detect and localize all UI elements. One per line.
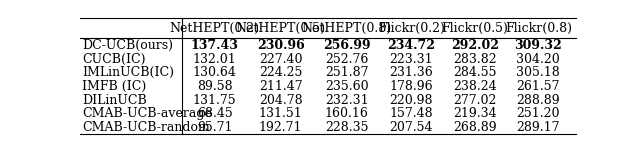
Text: 223.31: 223.31	[390, 53, 433, 66]
Text: 232.31: 232.31	[324, 94, 369, 107]
Text: Flickr(0.2): Flickr(0.2)	[378, 22, 445, 35]
Text: 132.01: 132.01	[193, 53, 237, 66]
Text: 283.82: 283.82	[453, 53, 497, 66]
Text: 292.02: 292.02	[451, 39, 499, 52]
Text: NetHEPT(0.5): NetHEPT(0.5)	[236, 22, 326, 35]
Text: 130.64: 130.64	[193, 66, 237, 79]
Text: 304.20: 304.20	[516, 53, 560, 66]
Text: 207.54: 207.54	[390, 121, 433, 134]
Text: 234.72: 234.72	[387, 39, 435, 52]
Text: 268.89: 268.89	[453, 121, 497, 134]
Text: 284.55: 284.55	[453, 66, 497, 79]
Text: 228.35: 228.35	[325, 121, 369, 134]
Text: Flickr(0.5): Flickr(0.5)	[442, 22, 508, 35]
Text: 261.57: 261.57	[516, 80, 560, 93]
Text: 220.98: 220.98	[390, 94, 433, 107]
Text: 131.51: 131.51	[259, 107, 303, 120]
Text: 137.43: 137.43	[191, 39, 239, 52]
Text: CMAB-UCB-random: CMAB-UCB-random	[82, 121, 210, 134]
Text: 160.16: 160.16	[324, 107, 369, 120]
Text: 251.87: 251.87	[325, 66, 369, 79]
Text: 251.20: 251.20	[516, 107, 560, 120]
Text: 89.58: 89.58	[197, 80, 232, 93]
Text: 277.02: 277.02	[453, 94, 497, 107]
Text: 157.48: 157.48	[390, 107, 433, 120]
Text: 256.99: 256.99	[323, 39, 371, 52]
Text: IMFB (IC): IMFB (IC)	[82, 80, 146, 93]
Text: NetHEPT(0.8): NetHEPT(0.8)	[301, 22, 392, 35]
Text: 219.34: 219.34	[453, 107, 497, 120]
Text: IMLinUCB(IC): IMLinUCB(IC)	[82, 66, 174, 79]
Text: 131.75: 131.75	[193, 94, 236, 107]
Text: 224.25: 224.25	[259, 66, 302, 79]
Text: CMAB-UCB-average: CMAB-UCB-average	[82, 107, 212, 120]
Text: 230.96: 230.96	[257, 39, 305, 52]
Text: NetHEPT(0.2): NetHEPT(0.2)	[170, 22, 260, 35]
Text: 235.60: 235.60	[324, 80, 369, 93]
Text: 178.96: 178.96	[390, 80, 433, 93]
Text: 204.78: 204.78	[259, 94, 303, 107]
Text: 252.76: 252.76	[325, 53, 368, 66]
Text: DILinUCB: DILinUCB	[82, 94, 147, 107]
Text: 227.40: 227.40	[259, 53, 302, 66]
Text: 288.89: 288.89	[516, 94, 560, 107]
Text: 289.17: 289.17	[516, 121, 560, 134]
Text: 211.47: 211.47	[259, 80, 303, 93]
Text: Flickr(0.8): Flickr(0.8)	[505, 22, 572, 35]
Text: 192.71: 192.71	[259, 121, 302, 134]
Text: CUCB(IC): CUCB(IC)	[82, 53, 145, 66]
Text: 95.71: 95.71	[197, 121, 232, 134]
Text: 309.32: 309.32	[515, 39, 562, 52]
Text: 238.24: 238.24	[453, 80, 497, 93]
Text: 305.18: 305.18	[516, 66, 560, 79]
Text: DC-UCB(ours): DC-UCB(ours)	[82, 39, 173, 52]
Text: 68.45: 68.45	[196, 107, 232, 120]
Text: 231.36: 231.36	[390, 66, 433, 79]
